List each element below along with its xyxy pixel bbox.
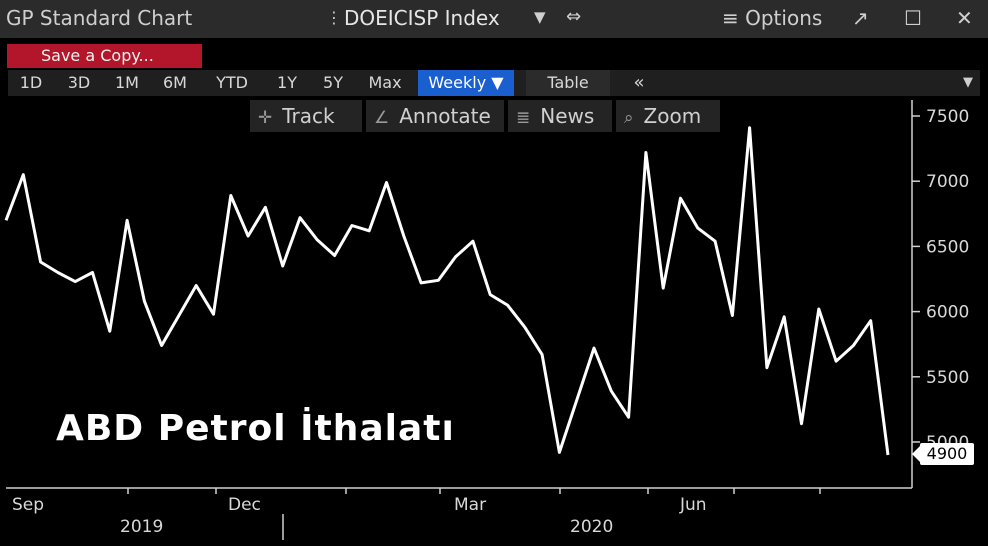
x-month-label: Mar bbox=[454, 495, 486, 515]
close-icon[interactable]: ✕ bbox=[956, 6, 973, 30]
x-month-label: Dec bbox=[228, 495, 261, 515]
last-value-label: 4900 bbox=[920, 443, 974, 465]
maximize-icon[interactable]: ☐ bbox=[904, 6, 922, 30]
series-line bbox=[4, 126, 890, 456]
x-month-label: Jun bbox=[679, 495, 707, 515]
range-1y[interactable]: 1Y bbox=[268, 70, 306, 96]
x-year-label: 2020 bbox=[570, 517, 613, 537]
range-1m[interactable]: 1M bbox=[106, 70, 148, 96]
chart-title: ABD Petrol İthalatı bbox=[56, 408, 455, 449]
y-tick-label: 7500 bbox=[926, 107, 969, 127]
annotate-label: Annotate bbox=[399, 104, 491, 128]
table-button[interactable]: Table bbox=[526, 70, 610, 96]
frequency-dropdown[interactable]: Weekly ▼ bbox=[418, 70, 514, 96]
range-1d[interactable]: 1D bbox=[12, 70, 50, 96]
last-value-pointer bbox=[912, 446, 920, 462]
y-tick-label: 6000 bbox=[926, 303, 969, 323]
ticker-dropdown-icon[interactable]: ▼ bbox=[534, 8, 546, 26]
zoom-button[interactable]: ⌕ Zoom bbox=[616, 100, 720, 132]
range-3d[interactable]: 3D bbox=[60, 70, 98, 96]
track-label: Track bbox=[282, 104, 335, 128]
toolbar-menu-icon[interactable]: ▼ bbox=[963, 75, 973, 90]
news-icon: ≣ bbox=[516, 108, 531, 128]
range-6m[interactable]: 6M bbox=[154, 70, 196, 96]
link-icon[interactable]: ⇔ bbox=[566, 6, 582, 27]
collapse-icon[interactable]: « bbox=[622, 70, 656, 96]
y-tick-label: 6500 bbox=[926, 237, 969, 257]
x-year-label: 2019 bbox=[120, 517, 163, 537]
y-tick-label: 5500 bbox=[926, 368, 969, 388]
popout-icon[interactable]: ↗ bbox=[852, 6, 869, 30]
x-month-label: Sep bbox=[12, 495, 44, 515]
range-ytd[interactable]: YTD bbox=[206, 70, 258, 96]
y-tick-label: 7000 bbox=[926, 172, 969, 192]
crosshair-icon: ✛ bbox=[258, 108, 273, 128]
zoom-label: Zoom bbox=[643, 104, 702, 128]
annotate-button[interactable]: ∠ Annotate bbox=[366, 100, 504, 132]
options-button[interactable]: ≡ Options bbox=[722, 6, 823, 30]
title-bar: GP Standard Chart ⋮ DOEICISP Index ▼ ⇔ ≡… bbox=[0, 0, 988, 38]
track-button[interactable]: ✛ Track bbox=[250, 100, 362, 132]
pencil-icon: ∠ bbox=[374, 108, 390, 128]
app-title: GP Standard Chart bbox=[6, 6, 193, 30]
ticker-menu-icon[interactable]: ⋮ bbox=[326, 8, 342, 27]
ticker-field[interactable]: DOEICISP Index bbox=[344, 6, 500, 30]
news-label: News bbox=[540, 104, 595, 128]
range-max[interactable]: Max bbox=[360, 70, 410, 96]
news-button[interactable]: ≣ News bbox=[508, 100, 612, 132]
range-5y[interactable]: 5Y bbox=[314, 70, 352, 96]
magnifier-icon: ⌕ bbox=[624, 108, 634, 128]
save-copy-button[interactable]: Save a Copy... bbox=[7, 44, 202, 68]
